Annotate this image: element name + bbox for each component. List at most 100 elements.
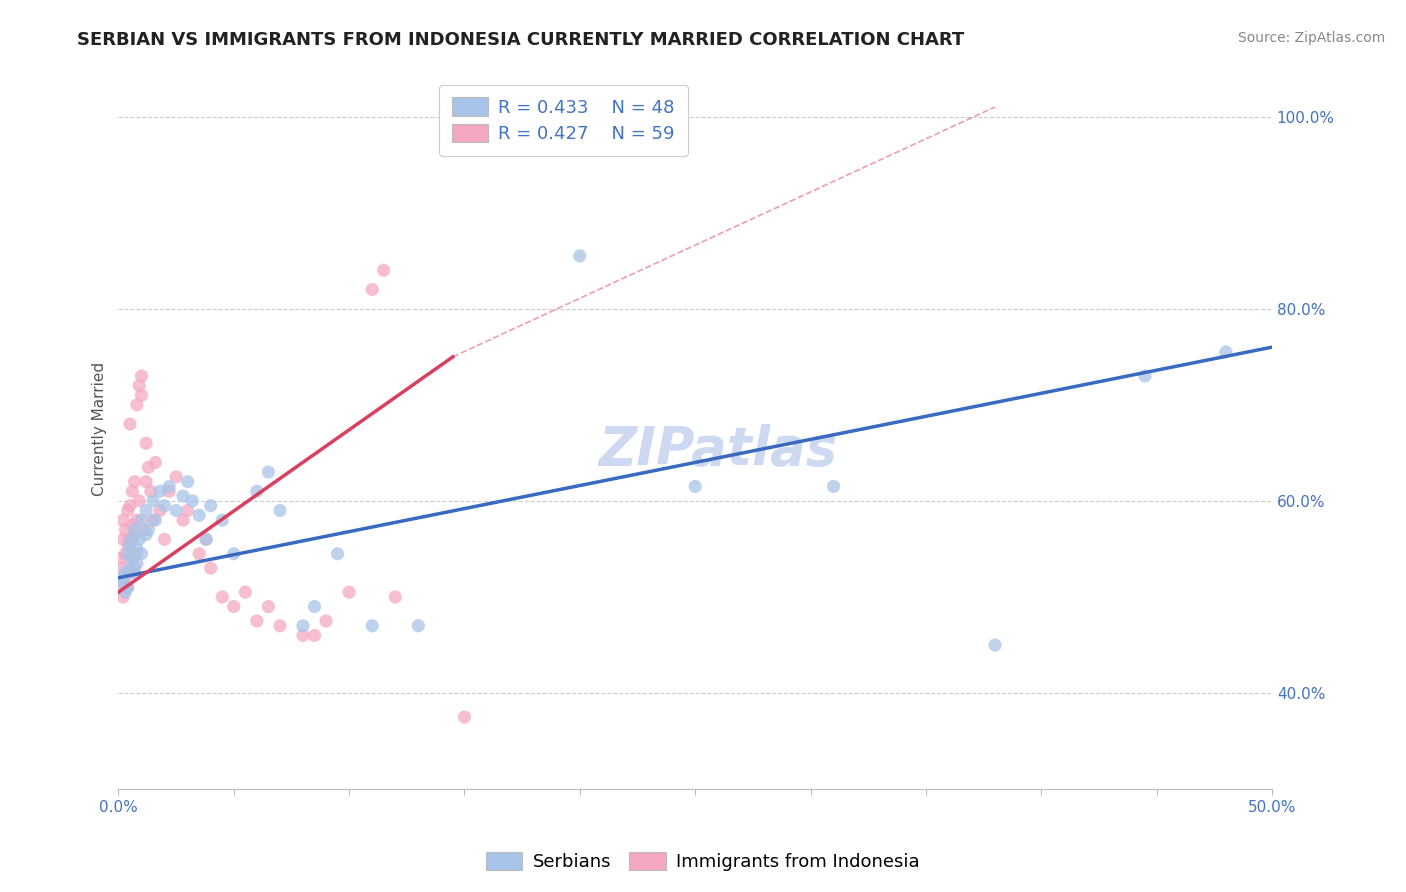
Point (153, 499, 176, 513)
Point (121, 551, 143, 566)
Point (1215, 345, 1237, 359)
Point (373, 263, 395, 277)
Point (568, 249, 591, 263)
Point (118, 533, 141, 547)
Point (257, 599, 280, 614)
Point (118, 499, 141, 513)
Point (165, 470, 187, 484)
Point (337, 585, 360, 599)
Point (114, 566, 136, 580)
Point (195, 533, 218, 547)
Point (246, 614, 269, 628)
Point (361, 283, 384, 297)
Point (292, 628, 315, 642)
Point (125, 398, 148, 412)
Point (257, 465, 280, 479)
Point (172, 489, 194, 503)
Point (114, 575, 136, 590)
Point (304, 628, 326, 642)
Point (1133, 369, 1156, 384)
Point (121, 517, 143, 532)
Point (246, 484, 269, 499)
Point (408, 619, 430, 633)
Point (114, 547, 136, 561)
Point (139, 484, 162, 499)
Point (121, 533, 143, 547)
Point (142, 513, 165, 527)
Point (114, 523, 136, 537)
Point (188, 508, 211, 523)
Point (117, 503, 139, 517)
Point (121, 551, 143, 566)
Point (142, 494, 165, 508)
Point (984, 638, 1007, 652)
Point (112, 575, 135, 590)
Text: Source: ZipAtlas.com: Source: ZipAtlas.com (1237, 31, 1385, 45)
Point (110, 580, 132, 594)
Point (110, 571, 132, 585)
Point (233, 585, 256, 599)
Point (132, 523, 155, 537)
Point (222, 599, 245, 614)
Point (125, 541, 148, 556)
Point (200, 499, 222, 513)
Point (143, 455, 166, 469)
Point (117, 537, 139, 551)
Point (124, 523, 146, 537)
Point (125, 513, 148, 527)
Point (172, 513, 194, 527)
Point (128, 533, 150, 547)
Point (121, 484, 143, 499)
Point (176, 503, 198, 517)
Point (157, 484, 180, 499)
Point (117, 547, 139, 561)
Point (361, 619, 384, 633)
Point (128, 494, 150, 508)
Point (131, 369, 153, 384)
Point (326, 547, 349, 561)
Legend: Serbians, Immigrants from Indonesia: Serbians, Immigrants from Indonesia (479, 845, 927, 879)
Point (118, 561, 141, 575)
Point (135, 527, 157, 541)
Point (453, 710, 475, 724)
Point (112, 590, 135, 604)
Point (131, 388, 153, 402)
Point (143, 513, 166, 527)
Point (823, 479, 845, 493)
Point (165, 503, 187, 517)
Point (149, 503, 172, 517)
Point (117, 580, 139, 594)
Point (200, 561, 222, 575)
Point (128, 378, 150, 392)
Point (211, 590, 233, 604)
Point (135, 436, 157, 450)
Point (124, 561, 146, 575)
Point (125, 547, 148, 561)
Point (114, 585, 136, 599)
Text: SERBIAN VS IMMIGRANTS FROM INDONESIA CURRENTLY MARRIED CORRELATION CHART: SERBIAN VS IMMIGRANTS FROM INDONESIA CUR… (77, 31, 965, 49)
Point (315, 614, 337, 628)
Point (195, 533, 218, 547)
Point (269, 619, 291, 633)
Point (269, 503, 291, 517)
Point (149, 484, 172, 499)
Point (131, 547, 153, 561)
Point (124, 566, 146, 580)
Point (176, 475, 198, 489)
Point (153, 533, 176, 547)
Point (124, 527, 146, 541)
Point (135, 475, 157, 489)
Point (304, 599, 326, 614)
Point (181, 494, 204, 508)
Point (131, 513, 153, 527)
Point (683, 479, 706, 493)
Point (117, 580, 139, 594)
Point (138, 523, 160, 537)
Point (112, 513, 135, 527)
Point (112, 533, 135, 547)
Point (292, 619, 315, 633)
Point (135, 503, 157, 517)
Point (118, 566, 141, 580)
Point (118, 537, 141, 551)
Point (118, 417, 141, 431)
